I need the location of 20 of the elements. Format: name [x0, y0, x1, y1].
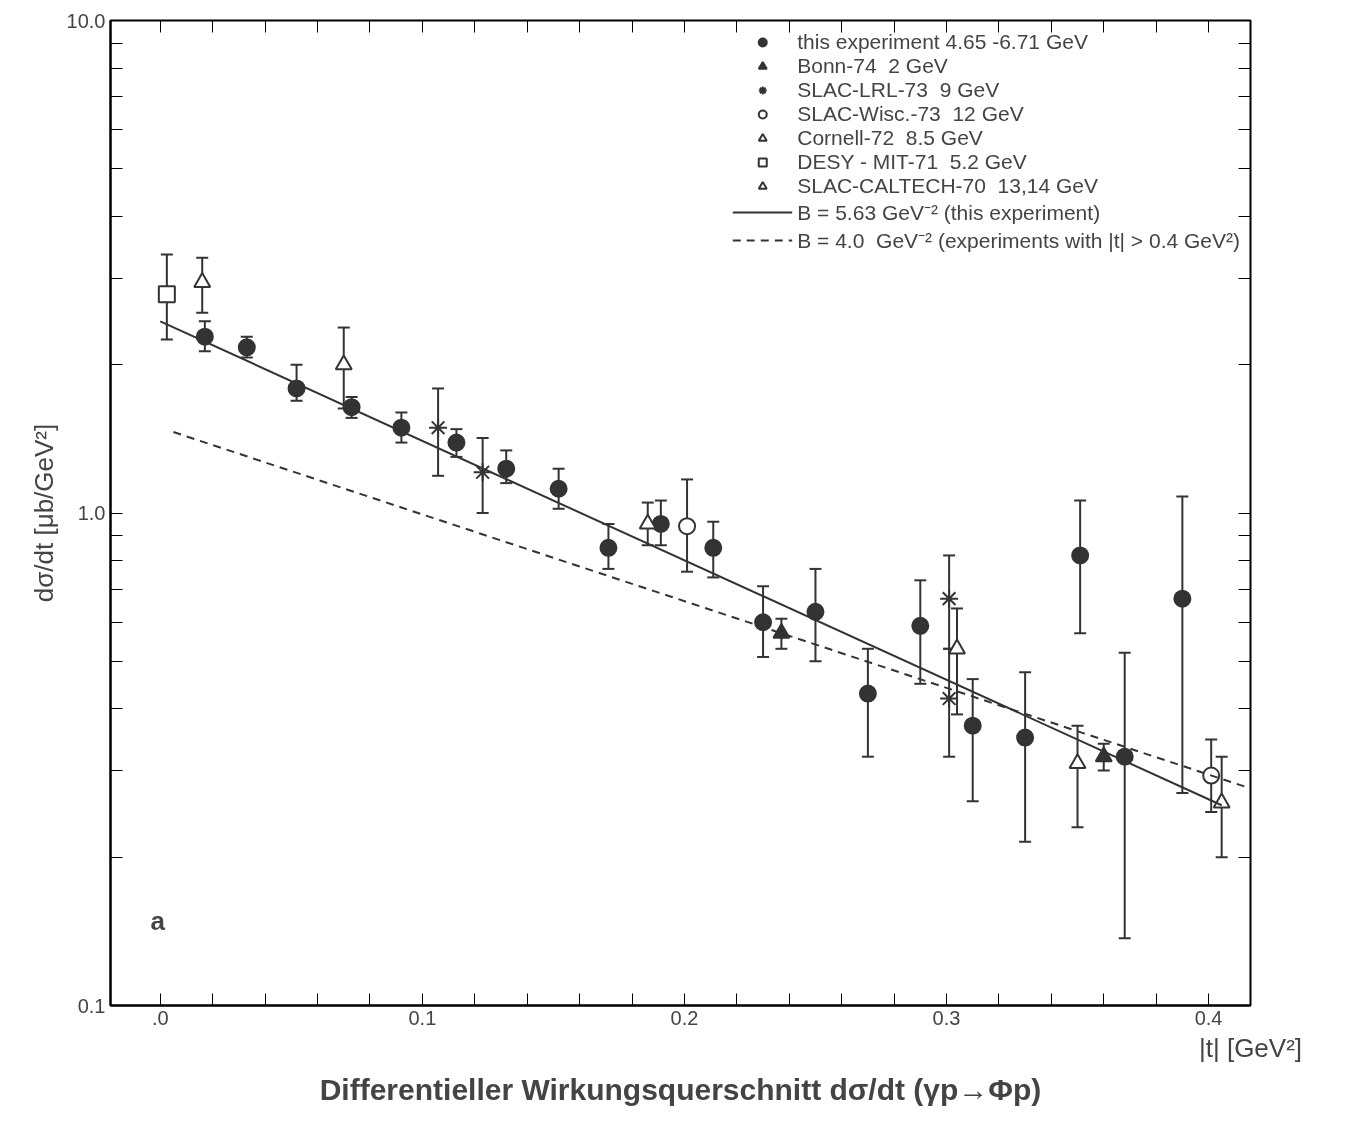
- legend-label: this experiment 4.65 -6.71 GeV: [797, 30, 1088, 54]
- x-tick-label: 0.1: [408, 1006, 437, 1029]
- annotation: a: [150, 905, 166, 936]
- legend-label: Cornell-72 8.5 GeV: [797, 126, 983, 150]
- legend-label: B = 5.63 GeV⁻² (this experiment): [797, 200, 1101, 226]
- text: Differentieller Wirkungsquerschnitt dσ/dt (γp→Φp): [319, 1072, 1042, 1106]
- x-axis-title: |t| [GeV²]: [1198, 1032, 1303, 1063]
- legend-label: B = 4.0 GeV⁻² (experiments with |t| > 0.4 GeV²): [797, 228, 1240, 254]
- legend-label: SLAC-Wisc.-73 12 GeV: [797, 102, 1024, 126]
- x-tick-label: 0.4: [1194, 1006, 1223, 1029]
- legend-label: Bonn-74 2 GeV: [797, 54, 948, 78]
- legend-label: SLAC-LRL-73 9 GeV: [797, 78, 1000, 102]
- y-axis-title: dσ/dt [μb/GeV²]: [28, 423, 59, 603]
- y-tick-label: 10.0: [66, 9, 106, 32]
- legend-label: SLAC-CALTECH-70 13,14 GeV: [797, 174, 1098, 198]
- x-tick-label: .0: [151, 1006, 169, 1029]
- y-tick-label: 1.0: [77, 502, 106, 524]
- x-tick-label: 0.3: [932, 1006, 961, 1029]
- legend-label: DESY - MIT-71 5.2 GeV: [797, 150, 1027, 174]
- x-tick-label: 0.2: [670, 1006, 699, 1029]
